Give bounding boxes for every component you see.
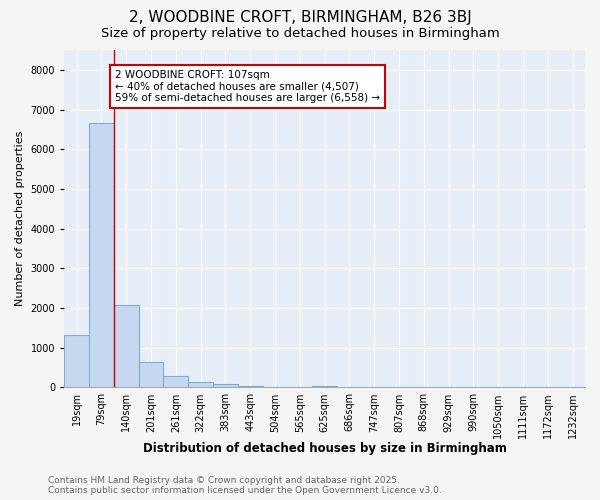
Bar [64, 335, 89, 388]
Bar [238, 386, 263, 388]
Bar [188, 382, 213, 388]
Text: Contains HM Land Registry data © Crown copyright and database right 2025.
Contai: Contains HM Land Registry data © Crown c… [48, 476, 442, 495]
Bar [312, 386, 337, 388]
Text: 2 WOODBINE CROFT: 107sqm
← 40% of detached houses are smaller (4,507)
59% of sem: 2 WOODBINE CROFT: 107sqm ← 40% of detach… [115, 70, 380, 103]
Y-axis label: Number of detached properties: Number of detached properties [15, 131, 25, 306]
Bar [139, 362, 163, 388]
Bar [263, 387, 287, 388]
Bar [89, 123, 114, 388]
Bar [114, 305, 139, 388]
Text: Size of property relative to detached houses in Birmingham: Size of property relative to detached ho… [101, 28, 499, 40]
Bar [213, 384, 238, 388]
Bar [163, 376, 188, 388]
X-axis label: Distribution of detached houses by size in Birmingham: Distribution of detached houses by size … [143, 442, 506, 455]
Text: 2, WOODBINE CROFT, BIRMINGHAM, B26 3BJ: 2, WOODBINE CROFT, BIRMINGHAM, B26 3BJ [128, 10, 472, 25]
